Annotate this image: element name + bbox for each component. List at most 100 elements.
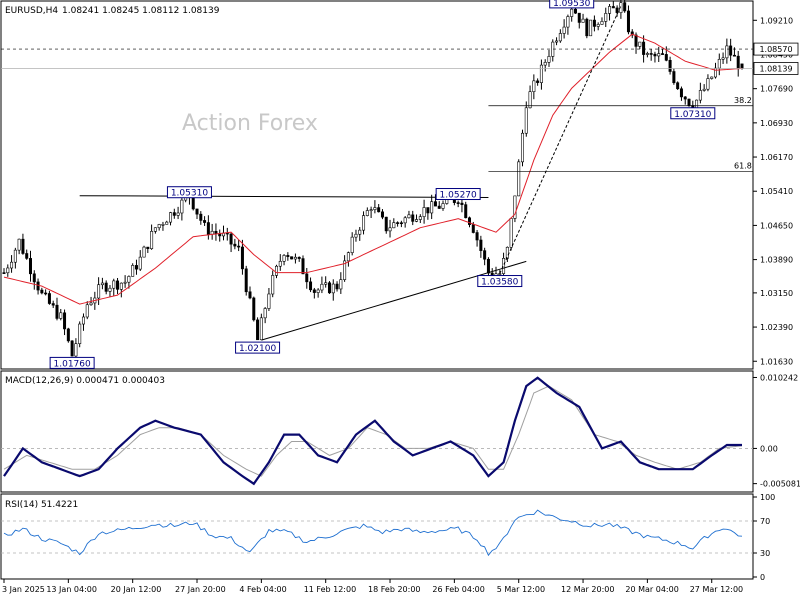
- candle-body: [335, 283, 339, 290]
- time-tick-label: 18 Feb 20:00: [368, 585, 420, 594]
- time-tick-label: 13 Jan 04:00: [46, 585, 97, 594]
- candle-body: [608, 6, 612, 14]
- price-label: 1.08139: [759, 64, 792, 73]
- price-label: 1.08570: [759, 45, 792, 54]
- rsi-title: RSI(14) 51.4221: [5, 500, 78, 510]
- candle-body: [573, 8, 577, 14]
- candle-body: [392, 222, 396, 229]
- candle-body: [278, 261, 282, 267]
- candle-body: [430, 201, 434, 214]
- candle-body: [100, 282, 104, 286]
- candle-body: [668, 60, 672, 72]
- price-tick-label: 1.03150: [760, 289, 793, 298]
- candle-body: [320, 283, 324, 291]
- candle-body: [331, 283, 335, 294]
- candle-body: [626, 10, 630, 33]
- candle-body: [566, 16, 570, 28]
- time-tick-label: 5 Mar 12:00: [497, 585, 545, 594]
- candle-body: [180, 199, 184, 214]
- candle-body: [615, 7, 619, 13]
- candle-body: [81, 316, 85, 325]
- price-annotation-label: 1.03580: [481, 278, 518, 288]
- candle-body: [339, 279, 343, 290]
- candle-body: [10, 261, 14, 269]
- candle-body: [721, 57, 725, 60]
- candle-body: [259, 317, 263, 341]
- candle-body: [104, 282, 108, 292]
- candle-body: [123, 281, 127, 284]
- price-panel[interactable]: [0, 0, 754, 370]
- candle-body: [418, 216, 422, 220]
- candle-body: [89, 302, 93, 306]
- candle-body: [717, 59, 721, 69]
- candle-body: [475, 232, 479, 241]
- candle-body: [229, 233, 233, 245]
- candle-body: [199, 213, 203, 221]
- candle-body: [649, 53, 653, 55]
- candle-body: [252, 297, 256, 321]
- candle-body: [403, 217, 407, 224]
- candle-body: [282, 255, 286, 262]
- candle-body: [555, 40, 559, 43]
- candle-body: [498, 273, 502, 275]
- rsi-tick-label: 30: [760, 549, 770, 558]
- candle-body: [725, 45, 729, 59]
- rsi-tick-label: 70: [760, 517, 770, 526]
- candle-body: [248, 291, 252, 299]
- candle-body: [161, 224, 165, 226]
- candle-body: [729, 45, 733, 56]
- price-annotation-label: 1.09530: [553, 0, 590, 9]
- candle-body: [562, 26, 566, 34]
- candle-body: [687, 98, 691, 106]
- candle-body: [63, 312, 67, 330]
- price-tick-label: 1.04650: [760, 221, 793, 230]
- candle-body: [611, 6, 615, 9]
- candle-body: [240, 246, 244, 270]
- candle-body: [297, 256, 301, 259]
- candle-body: [244, 268, 248, 293]
- price-annotation-box: [235, 341, 281, 354]
- price-layer: 38.2 61.8 1.01760 1.02100 1.05310 1.05270 1.03…: [1, 0, 753, 369]
- ohlc-header: 1.08241 1.08245 1.08112 1.08139: [62, 6, 220, 16]
- candle-body: [483, 250, 487, 260]
- candle-body: [600, 21, 604, 25]
- candle-body: [736, 55, 740, 69]
- candle-body: [623, 2, 627, 12]
- candle-body: [604, 13, 608, 22]
- candle-body: [645, 53, 649, 55]
- price-annotation-box: [477, 275, 523, 288]
- candle-body: [740, 63, 744, 69]
- candle-body: [384, 216, 388, 232]
- candle-body: [558, 33, 562, 42]
- candle-body: [486, 258, 490, 274]
- price-tick-label: 1.06170: [760, 153, 793, 162]
- rsi-tick-label: 100: [760, 493, 775, 502]
- macd-tick-label: 0.010242: [760, 373, 798, 382]
- candle-body: [74, 343, 78, 357]
- candle-body: [679, 88, 683, 98]
- candle-body: [642, 41, 646, 55]
- price-annotation-box: [549, 0, 595, 9]
- candle-body: [176, 212, 180, 216]
- price-annotation-label: 1.02100: [239, 344, 276, 354]
- price-annotation-label: 1.05310: [171, 189, 208, 199]
- macd-title: MACD(12,26,9) 0.000471 0.000403: [5, 376, 165, 386]
- candle-body: [25, 253, 29, 259]
- candle-body: [271, 275, 275, 295]
- price-tick-label: 1.05410: [760, 187, 793, 196]
- time-tick-label: 11 Feb 12:00: [304, 585, 356, 594]
- candle-body: [59, 312, 63, 319]
- candle-body: [664, 54, 668, 61]
- macd-layer: MACD(12,26,9) 0.000471 0.000403: [1, 376, 753, 486]
- candle-body: [464, 204, 468, 219]
- price-tick-label: 1.07690: [760, 85, 793, 94]
- candle-body: [191, 197, 195, 210]
- rsi-layer: RSI(14) 51.4221: [1, 500, 753, 557]
- candle-body: [108, 287, 112, 292]
- candle-body: [203, 220, 207, 223]
- candle-body: [377, 207, 381, 213]
- candle-body: [532, 80, 536, 92]
- rsi-panel[interactable]: [0, 493, 754, 580]
- symbol-header: EURUSD,H4: [5, 6, 58, 16]
- candle-body: [237, 245, 241, 248]
